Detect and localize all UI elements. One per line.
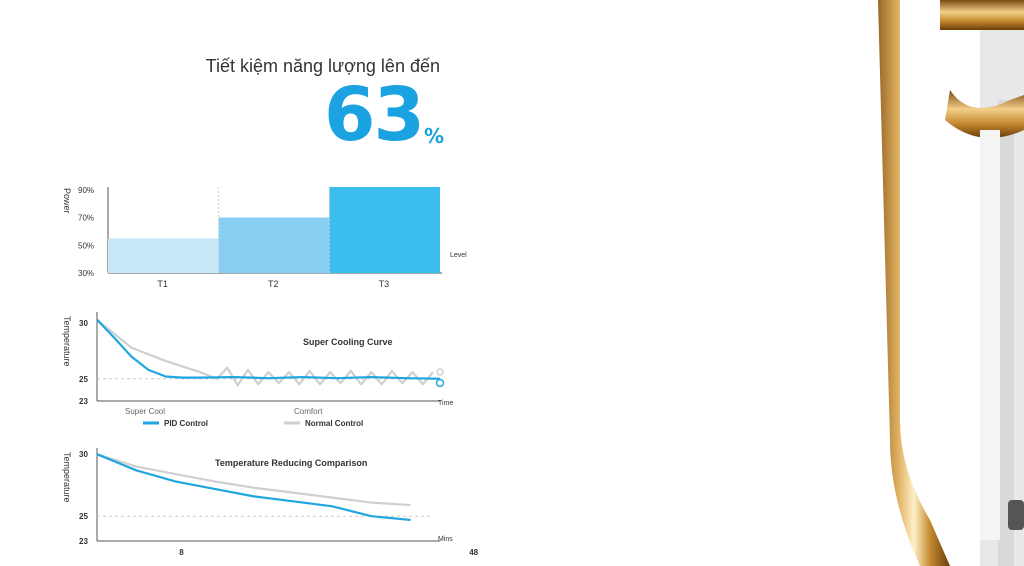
bar-ytick-label: 70% bbox=[78, 214, 94, 223]
reduce-ytick-label: 30 bbox=[79, 450, 88, 459]
bar-xtick-label: T3 bbox=[379, 279, 390, 289]
reduce-xlabel: Mins bbox=[438, 536, 453, 543]
headline: Tiết kiệm năng lượng lên đến bbox=[205, 56, 440, 76]
cool-ytick-label: 25 bbox=[79, 375, 88, 384]
bar-ytick-label: 90% bbox=[78, 186, 94, 195]
reduce-ytick-label: 23 bbox=[79, 537, 88, 546]
bar-t3 bbox=[329, 187, 440, 273]
cool-ytick-label: 23 bbox=[79, 397, 88, 406]
cool-title: Super Cooling Curve bbox=[303, 337, 393, 347]
cool-series-pid bbox=[96, 319, 441, 380]
reduce-series-normal bbox=[96, 453, 411, 507]
reduce-ylabel: Temperature bbox=[62, 452, 72, 503]
reduce-title: Temperature Reducing Comparison bbox=[215, 458, 367, 468]
copper-pipe-image bbox=[870, 0, 1024, 566]
cool-ylabel: Temperature bbox=[62, 316, 72, 367]
region-comfort: Comfort bbox=[294, 407, 323, 416]
smile-icon bbox=[436, 368, 444, 376]
bar-t1 bbox=[108, 238, 219, 273]
bar-ytick-label: 50% bbox=[78, 241, 94, 250]
reduce-ytick-label: 25 bbox=[79, 512, 88, 521]
bar-ylabel: Power bbox=[62, 188, 72, 214]
power-bar-chart: Power Level 90% 70% 50% 30% T1 T2 T3 bbox=[62, 186, 467, 289]
reduce-series-pid bbox=[96, 453, 411, 522]
reduce-xtick-label: 48 bbox=[469, 548, 478, 557]
legend-pid-label: PID Control bbox=[164, 419, 208, 428]
bar-t2 bbox=[218, 217, 330, 273]
snowflake-icon bbox=[435, 378, 445, 388]
cool-xlabel: Time bbox=[438, 400, 453, 407]
saving-unit: % bbox=[424, 124, 445, 148]
region-super-cool: Super Cool bbox=[125, 407, 165, 416]
temperature-reducing-chart: Temperature Temperature Reducing Compari… bbox=[62, 448, 479, 557]
bar-xlabel: Level bbox=[450, 252, 467, 259]
saving-value: 63 bbox=[324, 72, 425, 158]
cool-ytick-label: 30 bbox=[79, 319, 88, 328]
reduce-xtick-label: 8 bbox=[179, 548, 184, 557]
super-cooling-chart: Temperature Super Cooling Curve Time Sup… bbox=[62, 312, 453, 428]
bar-ytick-label: 30% bbox=[78, 269, 94, 278]
bar-xtick-label: T2 bbox=[268, 279, 279, 289]
bar-xtick-label: T1 bbox=[157, 279, 168, 289]
legend-normal-label: Normal Control bbox=[305, 419, 363, 428]
